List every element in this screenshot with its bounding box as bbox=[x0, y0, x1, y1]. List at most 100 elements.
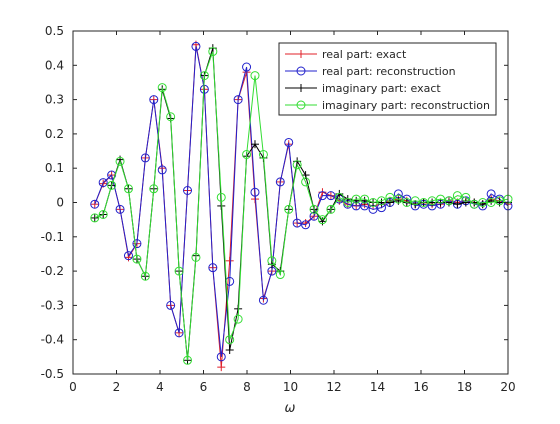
series-3-point bbox=[495, 196, 505, 206]
series-3-point bbox=[410, 196, 420, 206]
series-1-point bbox=[149, 95, 159, 105]
series-0-point bbox=[225, 256, 234, 265]
series-1-point bbox=[132, 239, 142, 249]
legend-item: imaginary part: reconstruction bbox=[285, 99, 490, 112]
legend-item: real part: exact bbox=[285, 48, 407, 61]
series-3-point bbox=[140, 271, 150, 281]
series-2-point bbox=[250, 140, 259, 149]
series-3-point bbox=[309, 204, 319, 214]
series-1-point bbox=[183, 185, 193, 195]
series-1-point bbox=[123, 251, 133, 261]
legend-label: imaginary part: reconstruction bbox=[322, 99, 490, 112]
series-3-point bbox=[469, 199, 479, 209]
series-3-point bbox=[225, 335, 235, 345]
y-tick-label: 0.5 bbox=[45, 24, 64, 38]
legend-box bbox=[278, 42, 497, 116]
series-line-3 bbox=[94, 51, 509, 361]
series-3-point bbox=[242, 149, 252, 159]
y-tick-label: 0.1 bbox=[45, 161, 64, 175]
x-tick-label: 10 bbox=[283, 380, 298, 394]
series-1-point bbox=[326, 191, 336, 201]
x-tick-label: 4 bbox=[156, 380, 164, 394]
series-1-point bbox=[216, 352, 226, 362]
series-3-point bbox=[486, 198, 496, 207]
series-1-point bbox=[90, 199, 100, 209]
series-3-point bbox=[452, 191, 462, 201]
y-tick-label: 0.4 bbox=[45, 58, 64, 72]
series-1-point bbox=[301, 220, 311, 230]
x-tick-label: 20 bbox=[500, 380, 515, 394]
series-1-point bbox=[284, 137, 294, 147]
series-1-point bbox=[191, 41, 201, 51]
x-tick-label: 2 bbox=[113, 380, 121, 394]
axes-layer: 0 2 4 6 8 10 12 14 16 18 20 -0.5 -0.4 -0.3 -0.2 -0.1 0 0.… bbox=[41, 24, 516, 394]
series-3-point bbox=[107, 180, 117, 190]
legend-item: real part: reconstruction bbox=[285, 65, 456, 78]
x-tick-label: 18 bbox=[457, 380, 472, 394]
series-2-point bbox=[90, 213, 99, 222]
series-0-point bbox=[90, 200, 99, 209]
x-tick-label: 12 bbox=[326, 380, 341, 394]
series-3-point bbox=[360, 194, 370, 204]
series-3-point bbox=[275, 270, 285, 280]
series-0-point bbox=[217, 363, 226, 372]
legend-item: imaginary part: exact bbox=[285, 82, 441, 95]
y-tick-label: -0.3 bbox=[41, 298, 64, 312]
series-3-point bbox=[233, 314, 243, 324]
series-3-point bbox=[461, 192, 471, 202]
series-3-point bbox=[393, 194, 403, 204]
series-1-point bbox=[275, 177, 285, 187]
x-tick-label: 16 bbox=[413, 380, 428, 394]
series-3-point bbox=[191, 252, 201, 262]
x-tick-label: 14 bbox=[370, 380, 385, 394]
series-3-point bbox=[132, 254, 142, 264]
series-layer bbox=[90, 40, 513, 372]
series-3-point bbox=[250, 71, 260, 81]
x-tick-label: 6 bbox=[200, 380, 208, 394]
series-3-point bbox=[301, 177, 311, 187]
legend-label: real part: reconstruction bbox=[322, 65, 456, 78]
series-3-point bbox=[98, 210, 108, 220]
series-3-point bbox=[284, 204, 294, 214]
series-2-point bbox=[453, 200, 462, 209]
series-3-point bbox=[183, 355, 193, 365]
series-3-point bbox=[267, 256, 277, 266]
legend-marker bbox=[296, 100, 306, 110]
series-1-point bbox=[292, 218, 302, 228]
series-3-point bbox=[444, 196, 454, 206]
series-2-point bbox=[461, 198, 470, 207]
series-3-point bbox=[258, 149, 268, 159]
series-3-point bbox=[149, 184, 159, 194]
series-1-point bbox=[157, 165, 167, 175]
x-tick-label: 0 bbox=[69, 380, 77, 394]
series-1-point bbox=[242, 62, 252, 72]
series-3-point bbox=[174, 266, 184, 276]
series-3-point bbox=[326, 204, 336, 214]
series-3-point bbox=[123, 184, 133, 194]
y-tick-label: -0.2 bbox=[41, 264, 64, 278]
series-3-point bbox=[343, 198, 353, 207]
y-tick-label: 0.3 bbox=[45, 93, 64, 107]
series-3-point bbox=[419, 198, 429, 207]
series-3-point bbox=[402, 198, 412, 207]
series-3-point bbox=[166, 112, 176, 122]
series-3-point bbox=[436, 194, 446, 204]
legend-marker bbox=[296, 66, 306, 76]
series-1-point bbox=[233, 95, 243, 105]
series-2-point bbox=[385, 198, 394, 207]
series-3-point bbox=[157, 83, 167, 93]
series-3-point bbox=[385, 192, 395, 202]
series-3-point bbox=[334, 192, 344, 202]
x-tick-label: 8 bbox=[243, 380, 251, 394]
series-1-point bbox=[208, 263, 218, 273]
series-3-point bbox=[115, 156, 125, 166]
series-3-point bbox=[199, 71, 209, 81]
legend-label: imaginary part: exact bbox=[322, 82, 441, 95]
series-3-point bbox=[376, 196, 386, 206]
series-1-point bbox=[250, 187, 260, 197]
legend: real part: exact real part: reconstructio… bbox=[278, 42, 497, 116]
series-3-point bbox=[368, 198, 378, 207]
y-tick-label: 0.2 bbox=[45, 127, 64, 141]
y-tick-label: -0.5 bbox=[41, 367, 64, 381]
